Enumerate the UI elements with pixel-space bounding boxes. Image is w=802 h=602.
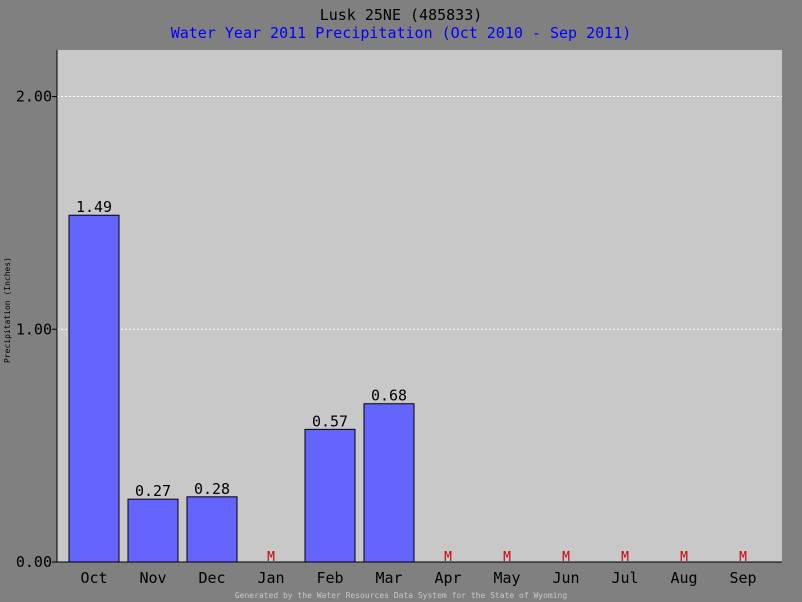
bar [186, 496, 238, 563]
bars-group [68, 214, 415, 563]
bar [363, 403, 415, 563]
x-tick-label: Oct [80, 569, 107, 587]
plot-area [57, 50, 782, 562]
missing-marker: M [503, 550, 511, 565]
x-tick-label: Nov [139, 569, 166, 587]
missing-marker: M [444, 550, 452, 565]
chart-title: Lusk 25NE (485833) [320, 6, 483, 24]
x-tick-label: Dec [198, 569, 225, 587]
x-tick-label: Mar [375, 569, 402, 587]
labels-group: 0.00 1.00 2.00 Oct 1.49 Nov 0.27 Dec 0.28 Jan M Feb… [16, 88, 757, 587]
axes-group [52, 50, 782, 563]
x-tick-label: Jul [611, 569, 638, 587]
bar [304, 428, 356, 563]
data-label: 0.57 [312, 412, 348, 430]
x-tick-label: Sep [729, 569, 756, 587]
x-tick-label: May [493, 569, 520, 587]
bar [127, 498, 179, 563]
missing-marker: M [739, 550, 747, 565]
missing-marker: M [562, 550, 570, 565]
footer-credit: Generated by the Water Resources Data Sy… [235, 591, 568, 600]
missing-marker: M [680, 550, 688, 565]
y-tick-label: 2.00 [16, 88, 52, 106]
y-axis-label: Precipitation (Inches) [3, 257, 12, 363]
data-label: 0.28 [194, 480, 230, 498]
x-tick-label: Jan [257, 569, 284, 587]
missing-marker: M [267, 550, 275, 565]
x-tick-label: Aug [670, 569, 697, 587]
data-label: 0.68 [371, 387, 407, 405]
x-tick-label: Jun [552, 569, 579, 587]
y-tick-label: 1.00 [16, 320, 52, 338]
y-tick-label: 0.00 [16, 553, 52, 571]
bar [68, 214, 120, 563]
data-label: 0.27 [135, 482, 171, 500]
chart-subtitle: Water Year 2011 Precipitation (Oct 2010 … [171, 24, 632, 42]
gridlines [57, 96, 782, 330]
x-tick-label: Feb [316, 569, 343, 587]
x-tick-label: Apr [434, 569, 461, 587]
data-label: 1.49 [76, 198, 112, 216]
missing-marker: M [621, 550, 629, 565]
